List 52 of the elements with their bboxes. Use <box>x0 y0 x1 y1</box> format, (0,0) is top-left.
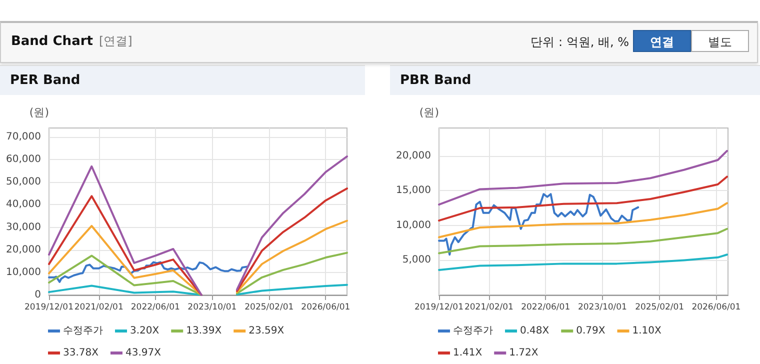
y-tick-label: 70,000 <box>6 132 41 143</box>
legend-label: 1.10X <box>632 326 662 336</box>
x-tick-label: 2021/02/01 <box>464 302 514 312</box>
y-tick-label: 20,000 <box>6 244 41 256</box>
x-tick-label: 2022/06/01 <box>521 302 570 312</box>
legend-label: 수정주가 <box>453 326 493 336</box>
text: Band Chart <box>11 34 93 49</box>
y-tick-label: 5,000 <box>402 254 431 266</box>
y-tick-label: 50,000 <box>6 176 41 188</box>
y-axis-title: (원) <box>29 106 49 119</box>
toggle-button: 연결 <box>633 30 691 52</box>
x-tick-label: 2019/12/01 <box>24 302 74 312</box>
legend-label: 1.72X <box>509 348 538 358</box>
x-tick-label: 2026/06/01 <box>692 302 741 312</box>
line-series <box>438 254 728 271</box>
legend-label: 3.20X <box>130 326 160 336</box>
legend-label: 43.97X <box>125 348 162 358</box>
y-tick-label: 0 <box>34 290 41 300</box>
x-tick-label: 2023/10/01 <box>578 302 627 312</box>
chart-title: PBR Band <box>390 65 760 95</box>
legend-label: 0.48X <box>520 326 550 336</box>
x-tick-label: 2019/12/01 <box>414 302 464 312</box>
y-tick-label: 10,000 <box>6 266 41 278</box>
line-series <box>438 228 728 254</box>
legend-label: 13.39X <box>186 326 222 336</box>
legend-label: 1.41X <box>453 348 482 358</box>
chart-title: PER Band <box>0 65 365 95</box>
line-series <box>438 150 728 206</box>
y-tick-label: 10,000 <box>396 220 431 231</box>
y-tick-label: 15,000 <box>396 185 431 196</box>
line-series <box>438 193 640 256</box>
x-tick-label: 2026/06/01 <box>301 302 350 312</box>
y-axis-title: (원) <box>419 106 439 119</box>
line-series <box>48 261 249 283</box>
line-series <box>438 176 728 222</box>
x-tick-label: 2025/02/01 <box>635 302 684 312</box>
toggle-button: 별도 <box>691 30 749 52</box>
legend-label: 수정주가 <box>63 326 103 336</box>
y-tick-label: 20,000 <box>396 150 431 162</box>
x-tick-label: 2021/02/01 <box>74 302 124 312</box>
text: [연결] <box>98 34 132 48</box>
x-tick-label: 2023/10/01 <box>188 302 237 312</box>
legend-label: 0.79X <box>576 326 606 336</box>
legend-label: 23.59X <box>248 326 284 336</box>
legend-label: 33.78X <box>63 348 99 358</box>
x-tick-label: 2022/06/01 <box>130 302 180 312</box>
text: 단위 : 억원, 배, % <box>530 34 629 51</box>
y-tick-label: 30,000 <box>6 222 41 233</box>
line-series <box>438 202 728 238</box>
y-tick-label: 40,000 <box>6 199 41 210</box>
y-tick-label: 60,000 <box>6 154 41 166</box>
x-tick-label: 2025/02/01 <box>244 302 294 312</box>
